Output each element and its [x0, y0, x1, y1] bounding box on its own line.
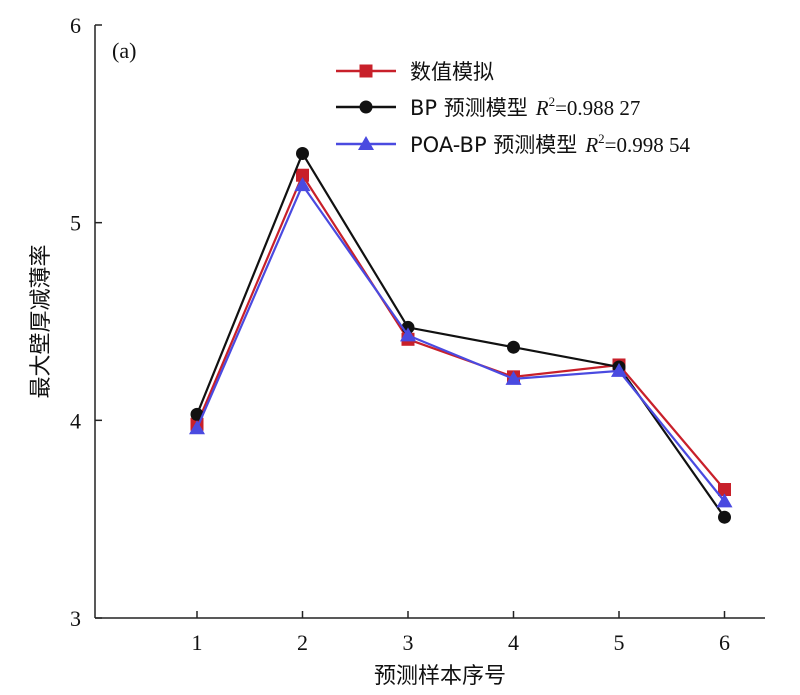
y-tick-label: 6: [70, 13, 81, 38]
data-point-triangle: [505, 370, 522, 385]
legend-r-superscript: 2: [549, 94, 556, 109]
x-tick-label: 3: [403, 630, 414, 655]
series-square: [190, 168, 731, 497]
data-point-circle: [190, 407, 204, 421]
legend-marker-triangle: [358, 136, 374, 150]
legend-marker-square: [359, 64, 373, 78]
x-tick-label: 1: [192, 630, 203, 655]
series-line-circle: [195, 151, 726, 518]
legend-r2-value: =0.998 54: [605, 133, 691, 157]
legend-r-symbol: R: [584, 133, 598, 157]
legend-r-superscript: 2: [598, 131, 605, 146]
x-tick-label: 5: [614, 630, 625, 655]
legend-entry-square: 数值模拟: [336, 60, 494, 84]
x-tick-label: 6: [719, 630, 730, 655]
x-axis-title: 预测样本序号: [374, 664, 506, 689]
legend-series-name: BP 预测模型: [410, 96, 528, 120]
data-point-circle: [296, 146, 309, 160]
y-axis-title: 最大壁厚减薄率: [29, 244, 54, 398]
data-point-circle: [507, 340, 520, 354]
data-point-triangle: [294, 177, 311, 192]
series-line-square: [195, 172, 726, 491]
legend-label: 数值模拟: [410, 60, 494, 84]
legend-r2-value: =0.988 27: [555, 96, 640, 120]
data-point-triangle: [611, 362, 627, 377]
axes: 3 4 5 6 1 2 3 4 5 6 预测样本序号 最大壁厚减薄率: [29, 13, 765, 689]
legend-entry-triangle: POA-BP 预测模型 R2=0.998 54: [336, 131, 690, 157]
data-point-triangle: [716, 493, 733, 508]
legend-entry-circle: BP 预测模型 R2=0.988 27: [336, 94, 640, 120]
series-line-triangle: [195, 182, 726, 503]
legend-marker-circle: [359, 100, 373, 114]
y-tick-label: 5: [70, 211, 81, 236]
legend-series-name: POA-BP 预测模型: [410, 133, 577, 157]
x-tick-label: 2: [297, 630, 308, 655]
data-point-triangle: [189, 420, 205, 435]
data-point-square: [296, 168, 309, 182]
panel-label: (a): [112, 38, 136, 63]
data-point-triangle: [400, 327, 416, 342]
legend-label: POA-BP 预测模型 R2=0.998 54: [410, 131, 690, 157]
data-point-square: [718, 483, 731, 497]
legend-series-name: 数值模拟: [410, 60, 494, 84]
series-layer: [189, 146, 733, 524]
series-circle: [190, 146, 731, 524]
data-point-circle: [718, 510, 731, 524]
x-tick-label: 4: [508, 630, 519, 655]
series-triangle: [189, 177, 733, 508]
legend-label: BP 预测模型 R2=0.988 27: [410, 94, 640, 120]
y-tick-label: 3: [70, 606, 81, 631]
y-tick-label: 4: [70, 408, 81, 433]
legend-r-symbol: R: [535, 96, 549, 120]
